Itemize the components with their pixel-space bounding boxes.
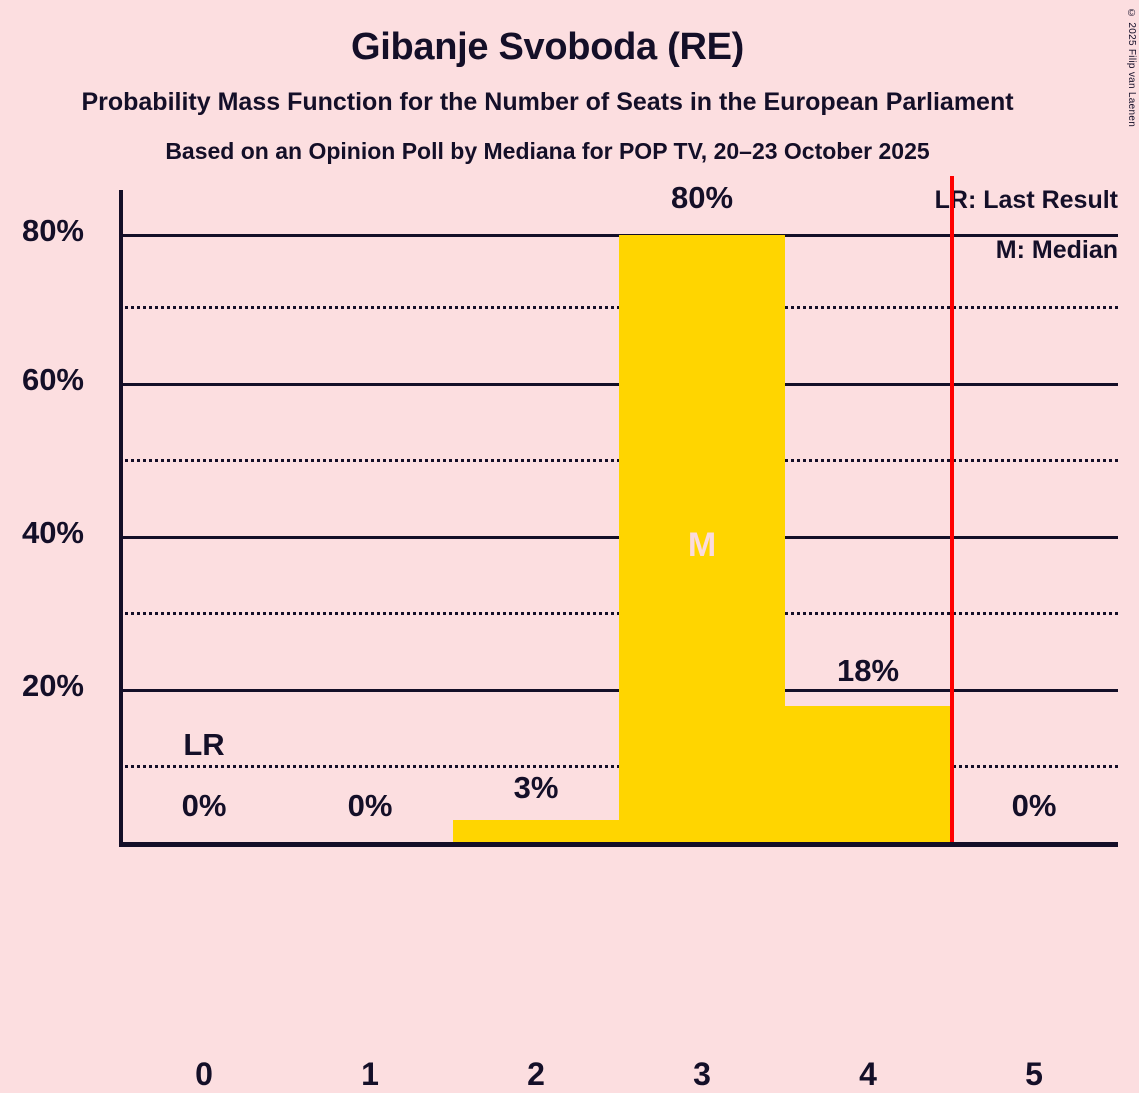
gridline-20	[119, 689, 1118, 692]
last-result-line	[950, 176, 954, 847]
x-tick-label-5: 5	[1025, 1056, 1043, 1092]
y-tick-label-20: 20%	[21, 668, 84, 703]
y-axis	[119, 190, 123, 847]
y-tick-label-80: 80%	[21, 213, 84, 248]
x-tick-label-4: 4	[859, 1056, 877, 1092]
x-tick-label-1: 1	[361, 1056, 379, 1092]
x-tick-label-0: 0	[195, 1056, 213, 1092]
bar-4[interactable]	[785, 706, 951, 843]
chart-source-note: Based on an Opinion Poll by Mediana for …	[165, 138, 930, 164]
x-axis	[119, 842, 1118, 847]
legend-item-median: M: Median	[995, 236, 1118, 264]
gridline-30	[119, 612, 1118, 615]
y-tick-label-60: 60%	[21, 362, 84, 397]
copyright-notice: © 2025 Filip van Laenen	[1126, 8, 1137, 128]
bar-value-4: 18%	[836, 653, 900, 688]
page-title: Gibanje Svoboda (RE)	[350, 26, 745, 68]
gridline-10	[119, 765, 1118, 768]
bar-value-5: 0%	[1011, 788, 1057, 823]
gridline-70	[119, 306, 1118, 309]
gridline-60	[119, 383, 1118, 386]
bar-value-3: 80%	[670, 180, 734, 215]
x-tick-label-2: 2	[527, 1056, 545, 1092]
legend-item-last-result: LR: Last Result	[934, 186, 1118, 214]
bar-value-1: 0%	[347, 788, 393, 823]
last-result-marker: LR	[183, 727, 225, 762]
x-tick-label-3: 3	[693, 1056, 711, 1092]
y-tick-label-40: 40%	[21, 515, 84, 550]
bar-value-2: 3%	[513, 770, 559, 805]
gridline-40	[119, 536, 1118, 539]
bar-3[interactable]	[619, 235, 785, 843]
chart-canvas: Gibanje Svoboda (RE) Probability Mass Fu…	[21, 8, 1137, 1092]
chart-subtitle: Probability Mass Function for the Number…	[81, 88, 1014, 116]
bar-value-0: 0%	[181, 788, 227, 823]
plot-area: 20% 40% 60% 80% 0% 0% 3% 80% 18% 0% M LR…	[22, 176, 1118, 1092]
gridline-80	[119, 234, 1118, 237]
bar-2[interactable]	[453, 820, 619, 843]
gridline-50	[119, 459, 1118, 462]
median-marker: M	[687, 526, 717, 564]
